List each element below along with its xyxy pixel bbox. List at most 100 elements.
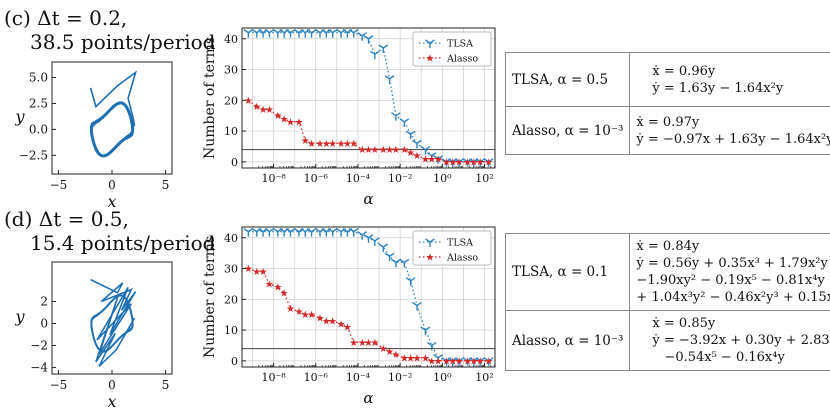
- x-tick-label: −5: [50, 178, 68, 192]
- data-point-alasso: ★: [364, 145, 373, 156]
- data-point-alasso: ★: [273, 283, 282, 294]
- marker-stroke: [437, 155, 443, 160]
- marker-stroke: [403, 258, 410, 263]
- marker-stroke: [264, 228, 270, 233]
- marker-stroke: [279, 29, 285, 34]
- marker-stroke: [475, 158, 481, 163]
- legend-label-tlsa: TLSA: [447, 39, 473, 50]
- data-point-tlsa: [327, 228, 338, 237]
- marker-stroke: [378, 243, 384, 248]
- y-axis-label: y: [14, 107, 25, 126]
- x-tick-label: 10²: [475, 371, 493, 384]
- marker-stroke: [369, 50, 376, 55]
- data-point-alasso: ★: [370, 338, 379, 349]
- data-point-alasso: ★: [463, 157, 472, 168]
- data-point-tlsa: [426, 152, 437, 161]
- marker-stroke: [431, 341, 437, 347]
- data-point-alasso: ★: [343, 323, 352, 334]
- table-row: TLSA, α = 0.1 ẋ = 0.84y ẏ = 0.56y + 0.35…: [504, 233, 830, 311]
- data-point-alasso: ★: [484, 356, 493, 367]
- marker-stroke: [374, 50, 380, 55]
- data-point-alasso: ★: [379, 344, 388, 355]
- x-tick-label: 10⁻²: [388, 371, 412, 384]
- marker-stroke: [389, 252, 395, 257]
- table-row: TLSA, α = 0.5 ẋ = 0.96y ẏ = 1.63y − 1.64…: [504, 52, 830, 107]
- panel-d-phase-plot: −5 0 5 2 0 −2 −4 x y: [14, 261, 173, 408]
- marker-stroke: [251, 29, 258, 34]
- marker-stroke: [433, 354, 439, 359]
- data-point-alasso: ★: [252, 102, 261, 113]
- data-point-alasso: ★: [358, 145, 367, 156]
- plot-frame: [241, 226, 496, 368]
- y-tick-label: 0: [231, 355, 238, 368]
- x-tick-label: 10⁻²: [388, 172, 412, 185]
- x-tick-label: 10⁰: [433, 371, 452, 384]
- marker-stroke: [342, 228, 348, 233]
- data-point-tlsa: [399, 258, 410, 268]
- data-point-tlsa: [391, 258, 401, 268]
- series-line-alasso: [247, 99, 489, 163]
- marker-stroke: [483, 357, 490, 362]
- data-point-alasso: ★: [434, 356, 443, 367]
- marker-stroke: [410, 277, 416, 282]
- marker-stroke: [363, 234, 369, 239]
- marker-stroke: [425, 238, 431, 243]
- y-tick-label: 20: [224, 293, 238, 306]
- panel-d-caption: (d) Δt = 0.5, 15.4 points/period: [4, 207, 216, 255]
- panel-d-terms-chart: 0 10 20 30 40 10⁻⁸ 10⁻⁶ 10⁻⁴ 10⁻² 10⁰ 10² α Number o…: [202, 226, 496, 407]
- data-point-alasso: ★: [316, 139, 325, 150]
- legend-marker: ★: [426, 54, 435, 65]
- data-point-alasso: ★: [349, 139, 358, 150]
- marker-stroke: [389, 75, 395, 80]
- marker-stroke: [441, 357, 447, 362]
- data-point-alasso: ★: [370, 145, 379, 156]
- marker-stroke: [264, 29, 270, 34]
- y-tick-label: 30: [224, 64, 238, 77]
- marker-stroke: [272, 29, 279, 34]
- y-tick-label: 2.5: [29, 96, 48, 110]
- marker-stroke: [420, 326, 426, 331]
- x-tick-label: −5: [50, 378, 68, 392]
- legend-label-tlsa: TLSA: [447, 238, 473, 249]
- data-point-tlsa: [369, 50, 380, 60]
- marker-stroke: [321, 29, 327, 34]
- equation-line: ẋ = 0.96y: [652, 63, 716, 79]
- x-tick-label: 10²: [475, 172, 493, 185]
- data-point-tlsa: [357, 32, 368, 41]
- equation-line: ẏ = 1.63y − 1.64x²y: [652, 80, 784, 96]
- marker-stroke: [405, 130, 412, 135]
- equation-line: −1.90xy² − 0.19x⁵ − 0.81x⁴y: [636, 273, 825, 288]
- row-label: TLSA, α = 0.1: [504, 233, 631, 311]
- marker-stroke: [357, 32, 363, 37]
- panel-c-caption-line2: 38.5 points/period: [30, 30, 216, 54]
- marker-stroke: [243, 29, 249, 34]
- y-tick-label: 10: [224, 125, 238, 138]
- marker-stroke: [425, 145, 431, 151]
- marker-stroke: [431, 152, 437, 157]
- data-point-alasso: ★: [286, 117, 295, 128]
- data-point-tlsa: [391, 112, 401, 121]
- marker-stroke: [368, 35, 374, 40]
- data-point-alasso: ★: [406, 148, 415, 159]
- marker-stroke: [378, 44, 384, 49]
- data-point-alasso: ★: [469, 157, 478, 168]
- y-axis-label: Number of terms: [202, 236, 218, 358]
- marker-stroke: [437, 354, 443, 359]
- marker-stroke: [369, 237, 376, 242]
- marker-stroke: [363, 35, 369, 40]
- y-tick-label: −2.5: [19, 148, 48, 162]
- data-point-alasso: ★: [448, 157, 457, 168]
- row-equations: ẋ = 0.97y ẏ = −0.97x + 1.63y − 1.64x²y: [629, 106, 830, 155]
- data-point-alasso: ★: [322, 139, 331, 150]
- table-row: Alasso, α = 10⁻³ ẋ = 0.97y ẏ = −0.97x + …: [504, 106, 830, 155]
- x-tick-label: 10⁻⁶: [304, 371, 329, 384]
- row-label: Alasso, α = 10⁻³: [504, 310, 631, 371]
- data-point-alasso: ★: [294, 117, 303, 128]
- equation-line: ẏ = −0.97x + 1.63y − 1.64x²y: [636, 131, 830, 147]
- marker-stroke: [416, 301, 422, 307]
- data-point-tlsa: [412, 139, 422, 149]
- marker-stroke: [336, 29, 342, 34]
- data-point-alasso: ★: [265, 279, 274, 290]
- marker-stroke: [454, 357, 460, 362]
- data-point-alasso: ★: [406, 353, 415, 364]
